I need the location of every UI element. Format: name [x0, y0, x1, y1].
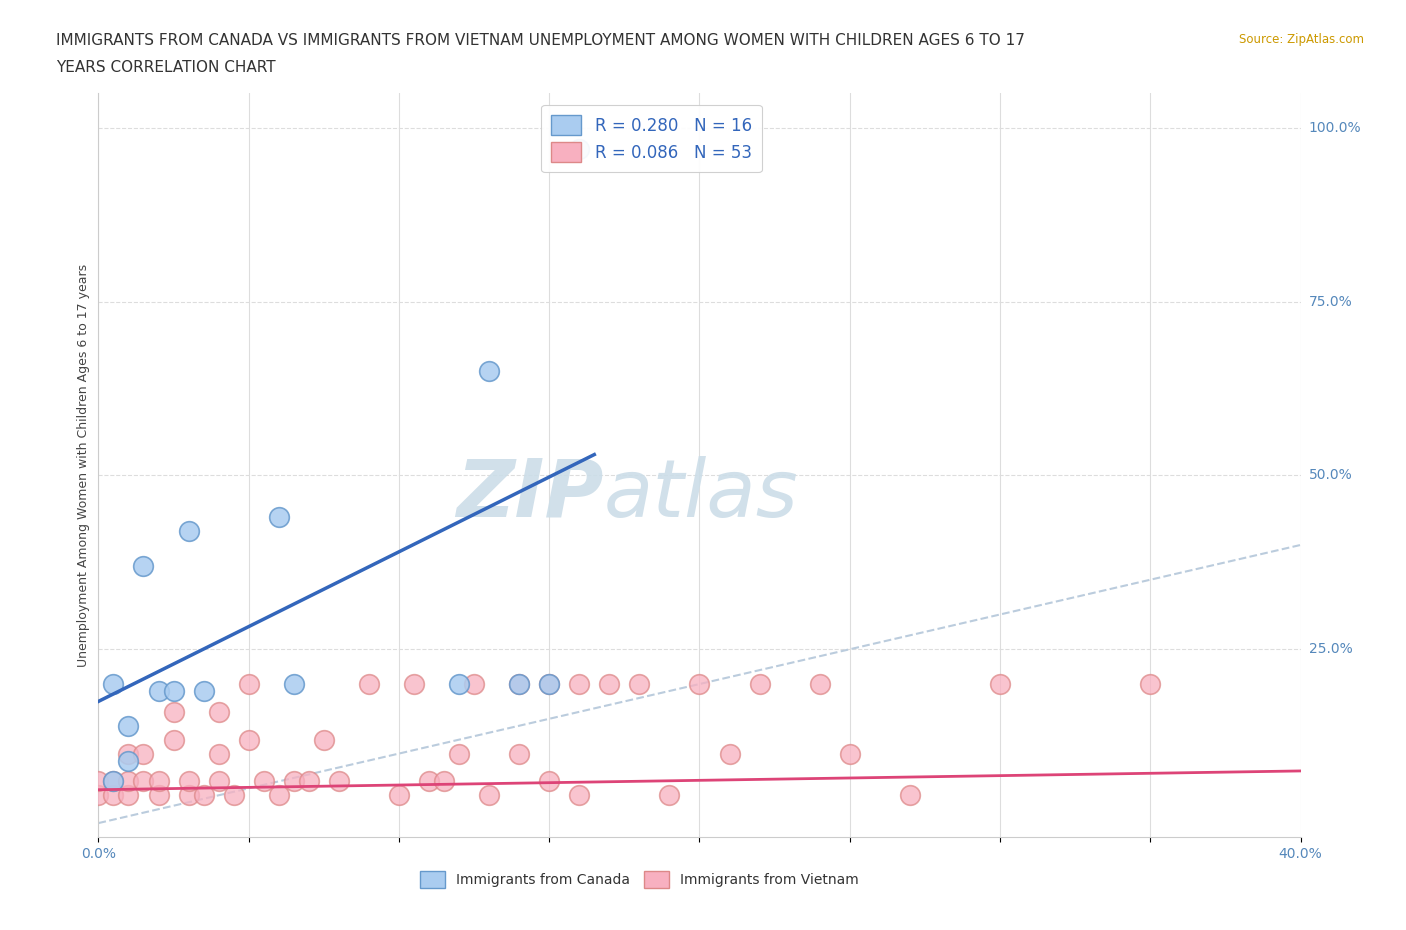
Point: [267, 510, 290, 525]
Point: [628, 677, 651, 692]
Point: [402, 677, 425, 692]
Point: [222, 788, 245, 803]
Point: [87, 788, 110, 803]
Point: [388, 788, 411, 803]
Point: [538, 774, 561, 789]
Text: Source: ZipAtlas.com: Source: ZipAtlas.com: [1239, 33, 1364, 46]
Point: [208, 774, 231, 789]
Point: [538, 677, 561, 692]
Legend: Immigrants from Canada, Immigrants from Vietnam: Immigrants from Canada, Immigrants from …: [415, 865, 865, 894]
Point: [568, 677, 591, 692]
Point: [748, 677, 770, 692]
Point: [177, 788, 200, 803]
Point: [162, 732, 184, 747]
Point: [568, 788, 591, 803]
Point: [508, 677, 530, 692]
Point: [148, 788, 170, 803]
Point: [162, 704, 184, 719]
Point: [898, 788, 921, 803]
Point: [478, 788, 501, 803]
Point: [238, 677, 260, 692]
Text: IMMIGRANTS FROM CANADA VS IMMIGRANTS FROM VIETNAM UNEMPLOYMENT AMONG WOMEN WITH : IMMIGRANTS FROM CANADA VS IMMIGRANTS FRO…: [56, 33, 1025, 47]
Point: [478, 364, 501, 379]
Text: atlas: atlas: [603, 456, 799, 534]
Text: 100.0%: 100.0%: [1309, 121, 1361, 135]
Point: [177, 524, 200, 538]
Point: [253, 774, 276, 789]
Point: [418, 774, 440, 789]
Text: 50.0%: 50.0%: [1309, 469, 1353, 483]
Point: [433, 774, 456, 789]
Point: [1139, 677, 1161, 692]
Point: [267, 788, 290, 803]
Point: [568, 141, 591, 156]
Point: [283, 677, 305, 692]
Point: [808, 677, 831, 692]
Point: [117, 718, 139, 733]
Point: [117, 753, 139, 768]
Point: [103, 774, 125, 789]
Point: [132, 558, 155, 573]
Point: [208, 704, 231, 719]
Point: [87, 774, 110, 789]
Point: [283, 774, 305, 789]
Point: [508, 677, 530, 692]
Point: [148, 684, 170, 698]
Text: 25.0%: 25.0%: [1309, 643, 1353, 657]
Point: [132, 774, 155, 789]
Point: [162, 684, 184, 698]
Point: [988, 677, 1011, 692]
Point: [328, 774, 350, 789]
Point: [718, 746, 741, 761]
Point: [177, 774, 200, 789]
Point: [447, 746, 470, 761]
Y-axis label: Unemployment Among Women with Children Ages 6 to 17 years: Unemployment Among Women with Children A…: [77, 263, 90, 667]
Point: [132, 746, 155, 761]
Point: [103, 677, 125, 692]
Point: [508, 746, 530, 761]
Point: [238, 732, 260, 747]
Point: [193, 684, 215, 698]
Point: [103, 774, 125, 789]
Point: [463, 677, 485, 692]
Point: [538, 677, 561, 692]
Point: [208, 746, 231, 761]
Point: [838, 746, 860, 761]
Point: [103, 788, 125, 803]
Point: [598, 677, 620, 692]
Point: [658, 788, 681, 803]
Point: [688, 677, 710, 692]
Point: [117, 774, 139, 789]
Text: ZIP: ZIP: [456, 456, 603, 534]
Point: [312, 732, 335, 747]
Text: 75.0%: 75.0%: [1309, 295, 1353, 309]
Point: [117, 788, 139, 803]
Point: [117, 746, 139, 761]
Text: YEARS CORRELATION CHART: YEARS CORRELATION CHART: [56, 60, 276, 75]
Point: [298, 774, 321, 789]
Point: [193, 788, 215, 803]
Point: [357, 677, 380, 692]
Point: [148, 774, 170, 789]
Point: [447, 677, 470, 692]
